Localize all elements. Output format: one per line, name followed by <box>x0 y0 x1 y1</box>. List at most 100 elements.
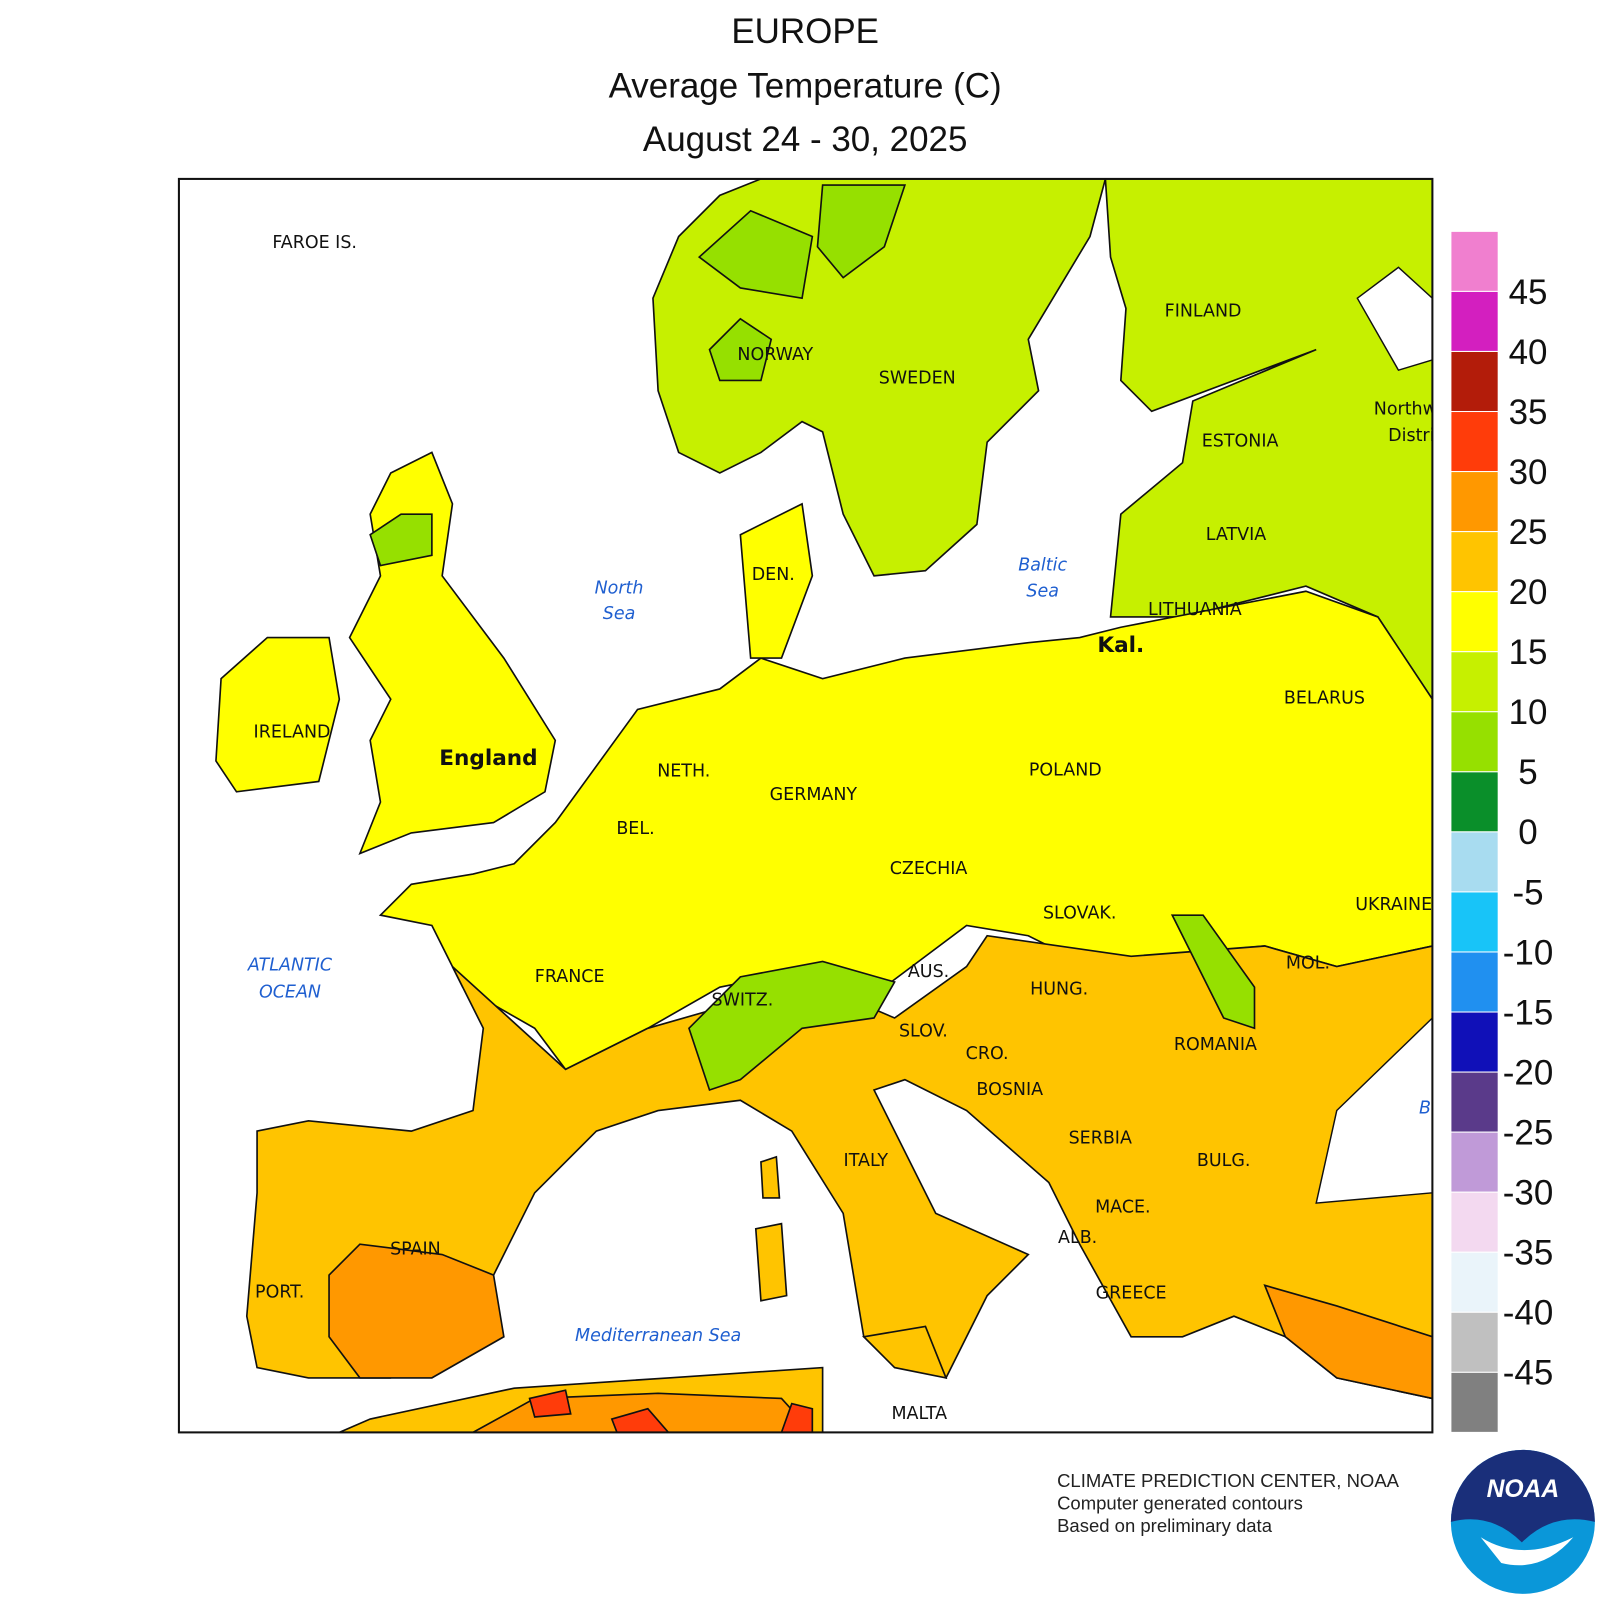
southern-europe <box>245 934 1433 1400</box>
place-label: IRELAND <box>254 722 331 742</box>
lake <box>1356 266 1433 372</box>
place-label: SWITZ. <box>712 991 774 1011</box>
noaa-logo: NOAA <box>1450 1449 1595 1594</box>
place-label: ITALY <box>844 1151 889 1171</box>
legend-swatch <box>1450 1371 1499 1433</box>
place-label: NORWAY <box>737 345 813 365</box>
credit: Computer generated contours <box>1057 1493 1303 1514</box>
legend-tick-label: -5 <box>1512 873 1543 912</box>
legend-swatch <box>1450 711 1499 773</box>
subtitle: Average Temperature (C) <box>609 67 1002 106</box>
place-label: GREECE <box>1096 1284 1167 1304</box>
legend-tick-label: 15 <box>1509 633 1548 672</box>
place-label: LATVIA <box>1206 525 1266 545</box>
place-label: FAROE IS. <box>272 233 357 253</box>
legend: 45 40 35 30 25 20 15 10 5 0 -5 -10 -15 -20 -25 -30 -35 -4… <box>1450 230 1554 1433</box>
legend-tick-label: 35 <box>1509 393 1548 432</box>
title: EUROPE <box>731 12 879 51</box>
legend-tick-label: 5 <box>1518 753 1537 792</box>
place-label: GERMANY <box>770 785 858 805</box>
place-label: HUNG. <box>1030 979 1088 999</box>
place-label: NETH. <box>657 761 710 781</box>
place-label: MALTA <box>891 1404 947 1424</box>
legend-swatch <box>1450 1251 1499 1313</box>
place-label: BOSNIA <box>976 1080 1043 1100</box>
legend-tick-label: 25 <box>1509 513 1548 552</box>
legend-tick-label: 30 <box>1509 453 1548 492</box>
place-label: CRO. <box>966 1044 1009 1064</box>
warm-zone <box>1263 1284 1433 1400</box>
place-label: England <box>439 746 537 771</box>
place-label: CZECHIA <box>890 859 968 879</box>
legend-swatch <box>1450 651 1499 713</box>
sea-label: Sea <box>1026 581 1059 601</box>
sea-label: Baltic <box>1018 556 1067 576</box>
legend-tick-label: -35 <box>1503 1234 1554 1273</box>
logo-text: NOAA <box>1487 1476 1560 1503</box>
credit: Based on preliminary data <box>1057 1515 1273 1536</box>
legend-swatch <box>1450 1131 1499 1193</box>
place-label: POLAND <box>1029 760 1102 780</box>
black-sea <box>1315 1016 1433 1204</box>
legend-tick-label: 45 <box>1509 273 1548 312</box>
corsica <box>760 1155 781 1199</box>
place-label: PORT. <box>255 1283 304 1303</box>
sea-label: ATLANTIC <box>247 956 333 976</box>
cool-zone <box>697 209 814 300</box>
place-label: UKRAINE <box>1355 895 1432 915</box>
place-label: ESTONIA <box>1202 431 1279 451</box>
place-label: Northw <box>1374 399 1437 419</box>
alps <box>688 960 896 1092</box>
sea-label: Mediterranean Sea <box>575 1326 741 1346</box>
legend-swatch <box>1450 1071 1499 1133</box>
map-frame <box>177 177 1434 1434</box>
map: FAROE IS. NORWAY SWEDEN FINLAND ESTONIA … <box>215 178 1437 1433</box>
legend-swatch <box>1450 831 1499 893</box>
carpathians <box>1170 914 1256 1030</box>
legend-swatch <box>1450 1191 1499 1253</box>
place-label: Distri <box>1388 426 1434 446</box>
place-label: SERBIA <box>1069 1128 1132 1148</box>
place-label: SWEDEN <box>879 369 956 389</box>
hot-zone <box>780 1402 814 1433</box>
date: August 24 - 30, 2025 <box>643 120 968 159</box>
legend-tick-label: -15 <box>1503 993 1554 1032</box>
place-label: AUS. <box>908 962 949 982</box>
denmark <box>739 502 814 659</box>
warm-zone <box>328 1243 505 1379</box>
legend-tick-label: -30 <box>1503 1174 1554 1213</box>
cool-zone <box>708 317 773 382</box>
sea-label: North <box>595 578 644 598</box>
cool-zone <box>816 184 907 279</box>
hot-zone <box>610 1407 670 1433</box>
legend-tick-label: 20 <box>1509 573 1548 612</box>
legend-swatch <box>1450 531 1499 593</box>
place-label: BELARUS <box>1284 688 1365 708</box>
place-label: SLOV. <box>899 1022 948 1042</box>
legend-swatch <box>1450 471 1499 533</box>
place-label: FINLAND <box>1165 302 1242 322</box>
place-label: SLOVAK. <box>1043 903 1116 923</box>
legend-swatch <box>1450 1311 1499 1373</box>
sea-label: OCEAN <box>259 982 321 1002</box>
legend-tick-label: 0 <box>1518 813 1537 852</box>
legend-swatch <box>1450 591 1499 653</box>
place-label: Kal. <box>1097 633 1144 658</box>
legend-tick-label: -25 <box>1503 1113 1554 1152</box>
place-label: FRANCE <box>535 967 605 987</box>
place-label: BEL. <box>616 819 654 839</box>
legend-tick-label: -10 <box>1503 933 1554 972</box>
legend-swatch <box>1450 951 1499 1013</box>
sardinia <box>754 1222 788 1302</box>
legend-swatch <box>1450 350 1499 413</box>
place-label: DEN. <box>752 565 795 585</box>
sea-label: Sea <box>603 604 636 624</box>
legend-tick-label: 40 <box>1509 333 1548 372</box>
hot-zone <box>528 1389 572 1418</box>
sea-label: B <box>1419 1099 1431 1119</box>
uk <box>348 451 557 855</box>
legend-swatch <box>1450 290 1499 352</box>
legend-tick-label: -45 <box>1503 1354 1554 1393</box>
place-label: ROMANIA <box>1174 1035 1257 1055</box>
